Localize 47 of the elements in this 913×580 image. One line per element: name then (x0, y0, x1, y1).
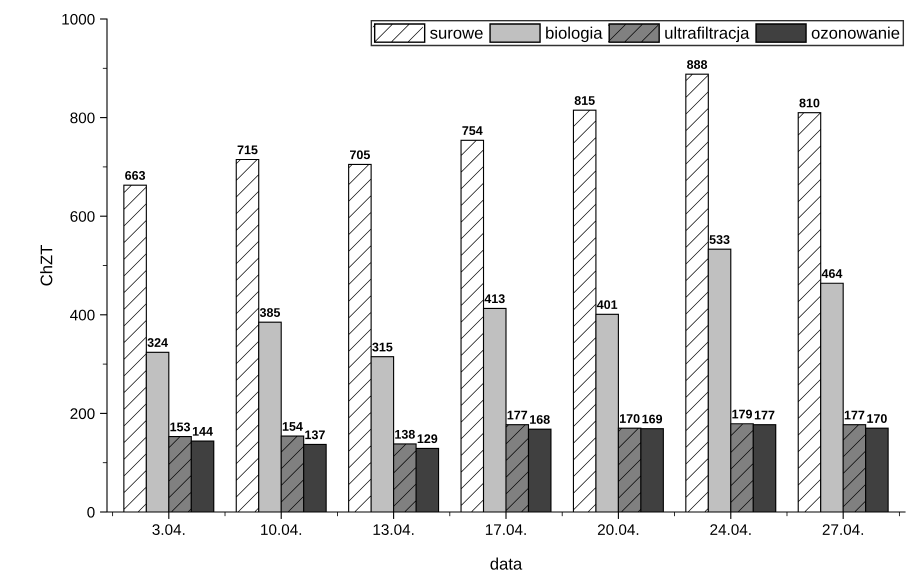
x-tick-label: 3.04. (152, 524, 184, 536)
data-label: 888 (687, 60, 708, 69)
data-label: 177 (508, 410, 528, 420)
legend-label: ultrafiltracja (665, 26, 750, 42)
y-tick-label: 400 (70, 310, 95, 320)
data-label: 715 (238, 146, 258, 154)
x-axis-title: data (490, 557, 522, 570)
data-label: 315 (372, 342, 392, 352)
data-label: 129 (418, 434, 438, 444)
x-tick-label: 27.04. (822, 524, 864, 536)
data-label: 177 (754, 410, 774, 420)
data-label: 179 (732, 410, 752, 419)
data-label: 169 (642, 414, 662, 424)
y-tick-label: 600 (70, 211, 95, 222)
data-label: 705 (350, 150, 370, 160)
legend-label: surowe (430, 30, 483, 39)
data-label: 153 (170, 422, 190, 432)
data-label: 168 (530, 415, 550, 424)
data-label: 154 (282, 422, 303, 431)
x-tick-label: 13.04. (374, 524, 414, 536)
y-tick-label: 800 (70, 112, 95, 124)
data-label: 815 (574, 96, 595, 105)
y-axis-title: ChZT (40, 245, 52, 286)
data-label: 464 (822, 269, 842, 278)
data-label: 754 (462, 126, 483, 136)
data-label: 144 (192, 427, 213, 436)
data-label: 810 (799, 98, 820, 108)
data-label: 385 (260, 308, 280, 317)
data-label: 170 (620, 414, 640, 423)
data-label: 324 (147, 338, 168, 348)
y-tick-label: 0 (87, 506, 95, 518)
data-label: 401 (596, 300, 618, 310)
data-label: 138 (395, 430, 415, 439)
data-label: 663 (125, 171, 146, 180)
data-label: 170 (867, 414, 887, 423)
x-tick-label: 10.04. (261, 524, 302, 536)
legend-label: ozonowanie (812, 26, 900, 39)
x-tick-label: 17.04. (486, 524, 526, 536)
data-label: 533 (710, 235, 730, 244)
data-label: 137 (305, 430, 325, 440)
data-label: 177 (844, 410, 864, 420)
legend-label: biologia (546, 26, 603, 42)
y-tick-label: 200 (70, 408, 95, 420)
x-tick-label: 20.04. (598, 524, 638, 536)
x-tick-label: 24.04. (710, 524, 751, 536)
data-label: 413 (484, 294, 505, 304)
y-tick-label: 1000 (62, 14, 95, 25)
